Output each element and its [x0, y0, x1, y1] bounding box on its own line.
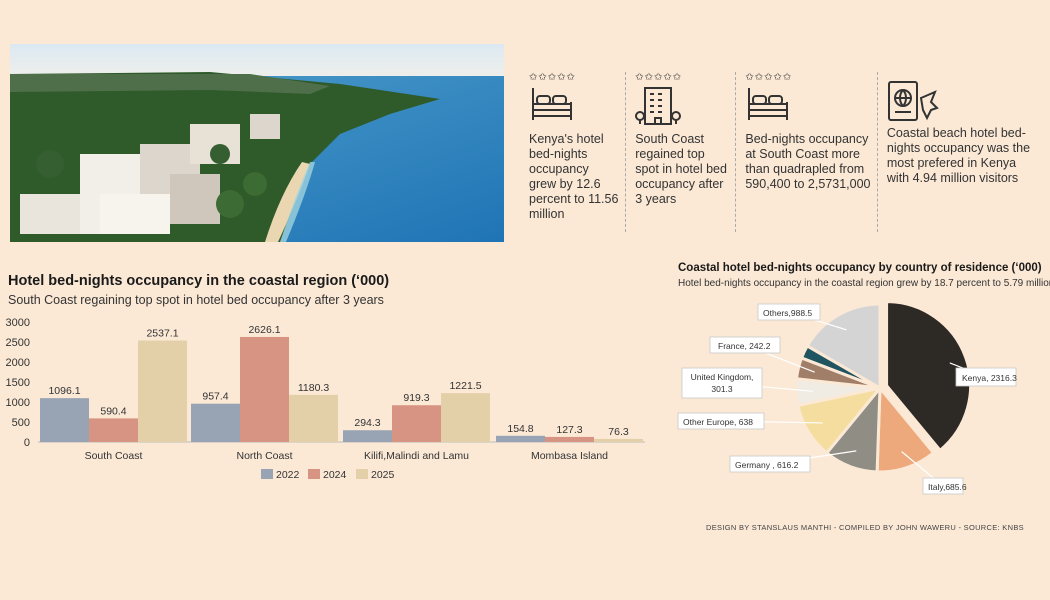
data-label: 1096.1: [48, 385, 80, 397]
slice-label: Other Europe, 638: [683, 417, 753, 427]
pie-chart-subtitle: Hotel bed-nights occupancy in the coasta…: [678, 278, 1050, 289]
bar-chart: 0 500 1000 1500 2000 2500 3000 1096.1 590.4 2537.…: [6, 317, 645, 481]
fact-card-2: ✩✩✩✩✩ South Coast regained top spot in h…: [625, 72, 735, 232]
fact-text: Bed-nights occupancy at South Coast more…: [745, 132, 871, 191]
data-label: 919.3: [403, 392, 429, 404]
y-tick-label: 2500: [6, 337, 30, 349]
coastline-illustration: [10, 44, 504, 242]
bar-2025: [289, 394, 338, 442]
passport-icon: [887, 80, 1034, 121]
y-tick-label: 500: [12, 417, 30, 429]
category-label: South Coast: [85, 450, 143, 462]
pie-slice: [885, 300, 973, 453]
category-label: Mombasa Island: [531, 450, 608, 462]
data-label: 590.4: [100, 405, 126, 417]
legend-label-2025: 2025: [371, 469, 395, 481]
legend-swatch-2022: [261, 469, 273, 479]
facts-strip: ✩✩✩✩✩ Kenya's hotel bed-nights occupancy…: [520, 72, 1040, 232]
callout-box: [729, 455, 811, 473]
fact-text: Kenya's hotel bed-nights occupancy grew …: [529, 132, 619, 221]
legend-label-2024: 2024: [323, 469, 347, 481]
slice-label: Others,988.5: [763, 308, 812, 318]
bar-2024: [392, 405, 441, 442]
bed-icon: [745, 86, 871, 124]
callout-box: [709, 336, 781, 354]
pie-chart: Kenya, 2316.3 Italy,685.6 Germany , 616.2 O…: [677, 300, 1017, 495]
rating-stars: ✩✩✩✩✩: [529, 72, 576, 83]
data-label: 127.3: [556, 424, 582, 436]
callout-box: [757, 303, 821, 321]
slice-label: 301.3: [711, 384, 733, 394]
legend-label-2022: 2022: [276, 469, 300, 481]
data-label: 154.8: [507, 423, 533, 435]
bed-icon: [529, 86, 619, 124]
fact-card-3: ✩✩✩✩✩ Bed-nights occupancy at South Coas…: [735, 72, 877, 232]
bar-2024: [89, 418, 138, 442]
slice-label: Germany , 616.2: [735, 460, 799, 470]
y-tick-label: 3000: [6, 317, 30, 329]
bar-chart-title: Hotel bed-nights occupancy in the coasta…: [8, 273, 390, 289]
bar-2022: [191, 403, 240, 442]
y-tick-label: 1500: [6, 377, 30, 389]
legend-swatch-2025: [356, 469, 368, 479]
callout-box: [681, 367, 763, 399]
y-tick-label: 1000: [6, 397, 30, 409]
bar-2025: [594, 438, 643, 442]
fact-card-1: ✩✩✩✩✩ Kenya's hotel bed-nights occupancy…: [520, 72, 625, 232]
bar-2024: [240, 336, 289, 442]
data-label: 2626.1: [248, 324, 280, 336]
y-tick-label: 0: [24, 437, 30, 449]
slice-label: Kenya, 2316.3: [962, 373, 1017, 383]
bar-2024: [545, 436, 594, 442]
bar-2025: [138, 340, 187, 442]
coastline-photo: [10, 44, 504, 242]
slice-label: Italy,685.6: [928, 482, 967, 492]
hotel-building-icon: [635, 86, 729, 125]
category-label: North Coast: [236, 450, 292, 462]
rating-stars: ✩✩✩✩✩: [745, 72, 793, 83]
bar-chart-subtitle: South Coast regaining top spot in hotel …: [8, 293, 384, 307]
data-label: 1180.3: [298, 382, 329, 394]
bar-2022: [40, 398, 89, 442]
data-label: 76.3: [608, 426, 629, 438]
bar-2022: [496, 435, 545, 442]
category-label: Kilifi,Malindi and Lamu: [364, 450, 469, 462]
fact-text: Coastal beach hotel bed-nights occupancy…: [886, 126, 1031, 185]
fact-text: South Coast regained top spot in hotel b…: [635, 132, 727, 206]
fact-card-4: Coastal beach hotel bed-nights occupancy…: [876, 72, 1040, 232]
slice-label: France, 242.2: [718, 341, 771, 351]
callout-box: [677, 412, 765, 430]
callout-box: [955, 367, 1017, 387]
legend-swatch-2024: [308, 469, 320, 479]
bar-2022: [343, 430, 392, 442]
data-label: 1221.5: [449, 380, 481, 392]
data-label: 294.3: [354, 417, 380, 429]
callout-box: [922, 477, 964, 495]
pie-slice: [805, 302, 882, 391]
data-label: 957.4: [202, 391, 228, 403]
y-tick-label: 2000: [6, 357, 30, 369]
rating-stars: ✩✩✩✩✩: [635, 72, 683, 83]
data-label: 2537.1: [146, 328, 178, 340]
slice-label: United Kingdom,: [691, 372, 754, 382]
pie-chart-title: Coastal hotel bed-nights occupancy by co…: [678, 262, 1042, 274]
bar-2025: [441, 393, 490, 442]
credits-line: DESIGN BY STANSLAUS MANTHI - COMPILED BY…: [706, 523, 1024, 532]
